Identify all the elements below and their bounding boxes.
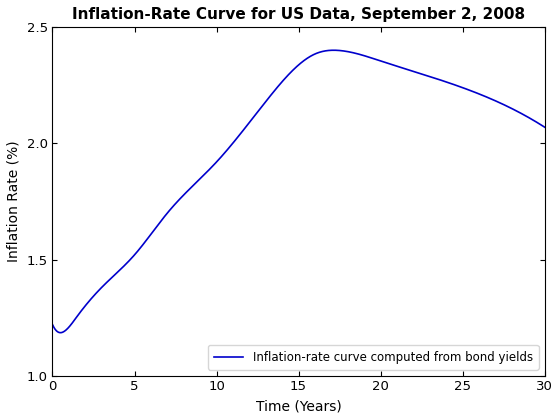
Inflation-rate curve computed from bond yields <box>74 313 81 318</box>
Y-axis label: Inflation Rate (%): Inflation Rate (%) <box>7 141 21 262</box>
Inflation-rate curve computed from bond yields <box>288 68 295 74</box>
Inflation-rate curve computed from bond yields <box>437 78 444 83</box>
X-axis label: Time (Years): Time (Years) <box>256 399 342 413</box>
Legend: Inflation-rate curve computed from bond yields: Inflation-rate curve computed from bond … <box>208 345 539 370</box>
Inflation-rate curve computed from bond yields <box>276 83 282 88</box>
Inflation-rate curve computed from bond yields <box>330 48 337 53</box>
Inflation-rate curve computed from bond yields <box>542 125 548 130</box>
Line: Inflation-rate curve computed from bond yields: Inflation-rate curve computed from bond … <box>53 50 545 333</box>
Inflation-rate curve computed from bond yields <box>527 116 534 121</box>
Title: Inflation-Rate Curve for US Data, September 2, 2008: Inflation-Rate Curve for US Data, Septem… <box>72 7 525 22</box>
Inflation-rate curve computed from bond yields <box>57 330 64 335</box>
Inflation-rate curve computed from bond yields <box>49 322 56 327</box>
Inflation-rate curve computed from bond yields <box>528 116 534 121</box>
